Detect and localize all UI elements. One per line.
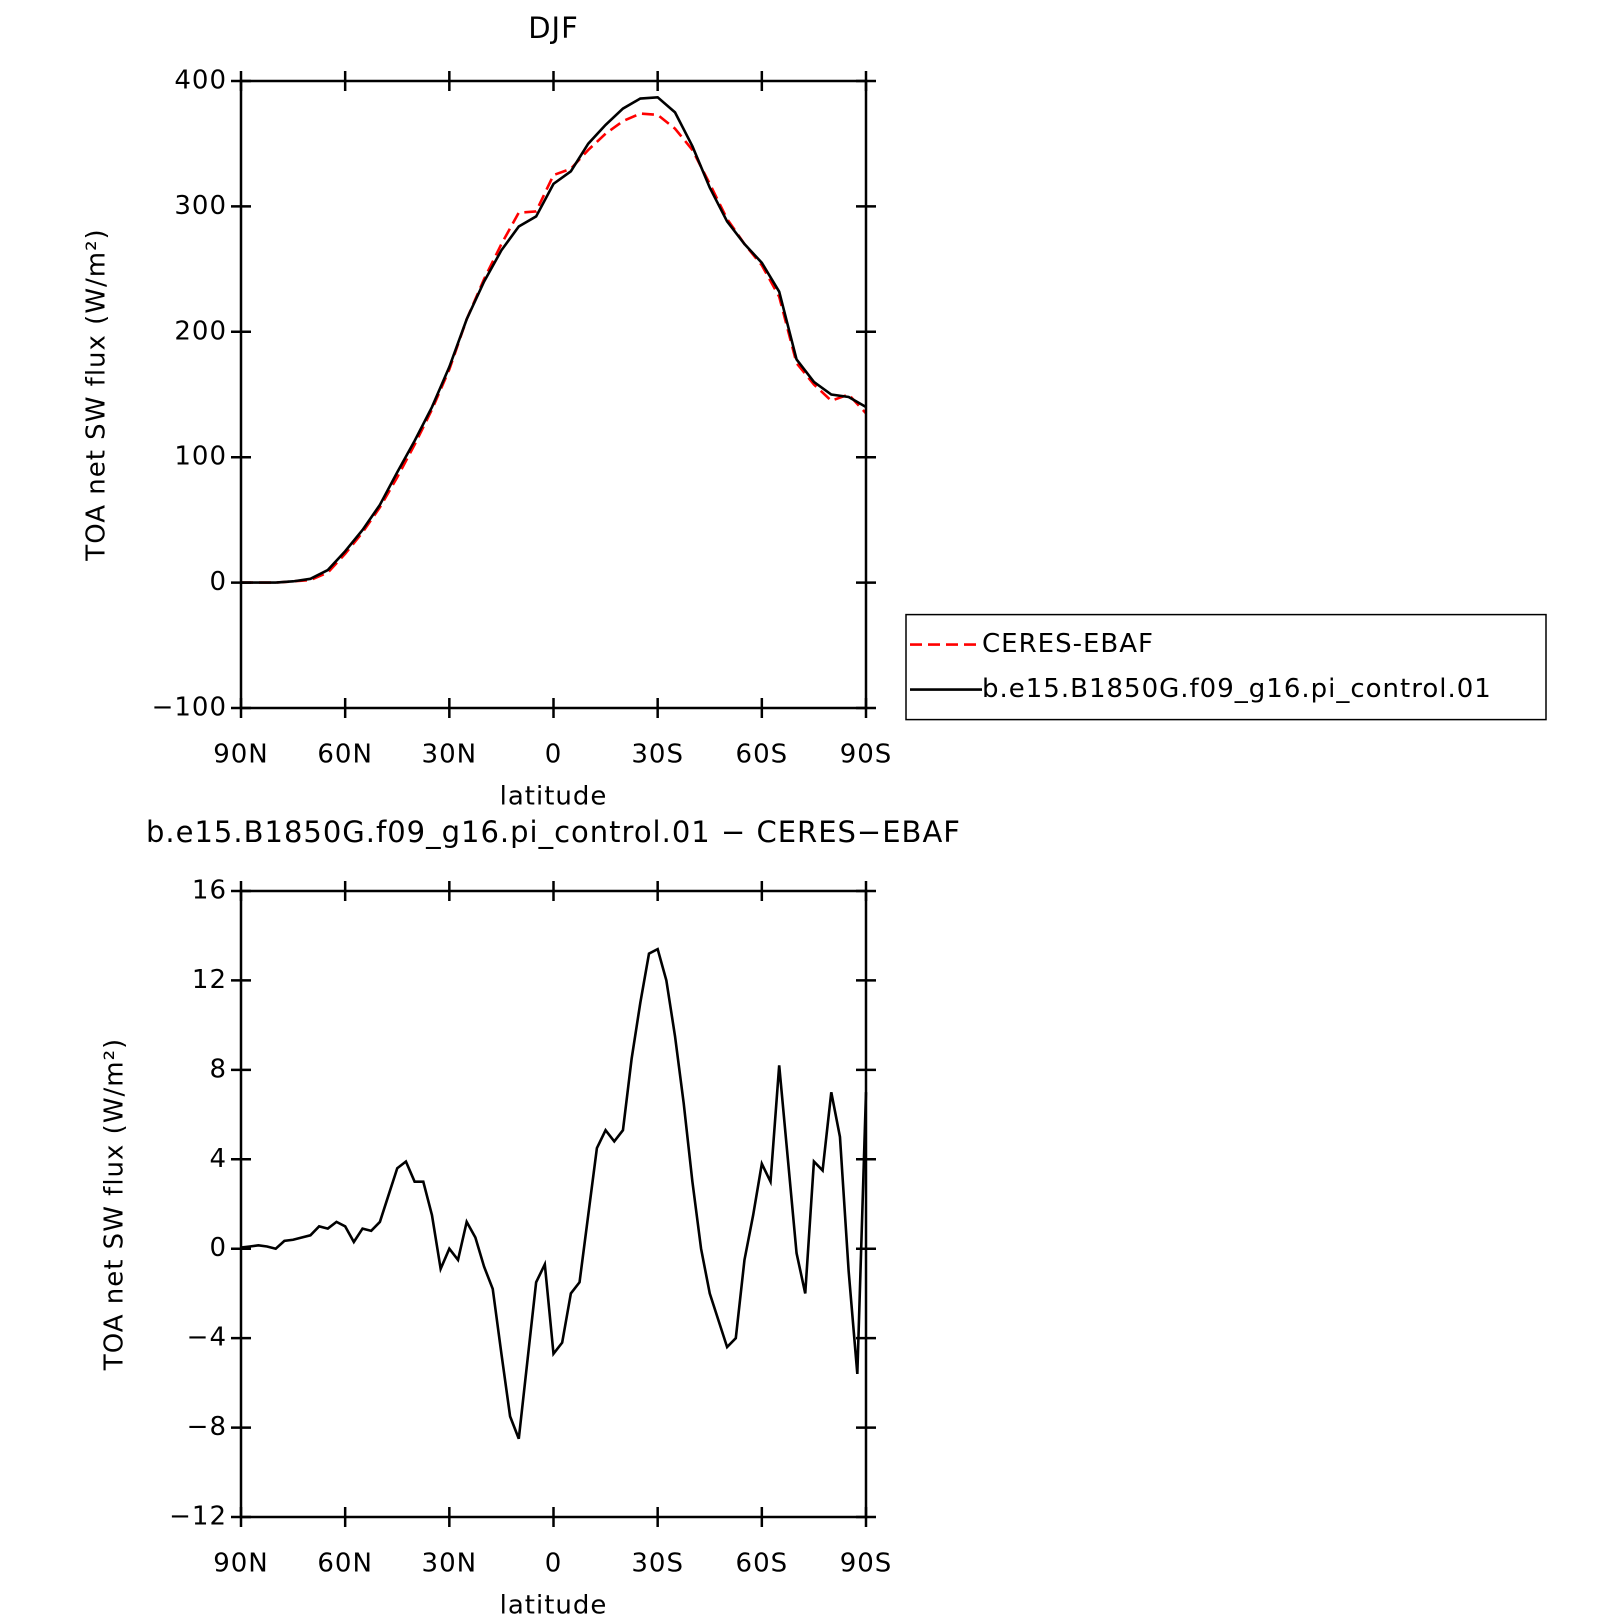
y-tick-label: 12 — [192, 965, 227, 995]
y-tick-label: 400 — [174, 66, 227, 96]
x-tick-label: 30N — [422, 740, 478, 770]
y-tick-label: 100 — [174, 442, 227, 472]
chart-title: b.e15.B1850G.f09_g16.pi_control.01 − CER… — [146, 815, 961, 849]
chart-title: DJF — [528, 11, 579, 45]
y-axis-label: TOA net SW flux (W/m²) — [100, 1038, 130, 1371]
y-tick-label: −12 — [169, 1502, 227, 1532]
x-tick-label: 0 — [545, 1549, 563, 1579]
x-tick-label: 90S — [840, 740, 893, 770]
legend-box — [905, 613, 1547, 721]
y-tick-label: −4 — [187, 1323, 227, 1353]
x-tick-label: 90N — [213, 740, 269, 770]
x-tick-label: 60S — [736, 740, 789, 770]
x-tick-label: 60N — [317, 740, 373, 770]
data-line — [241, 95, 867, 584]
legend-label: CERES-EBAF — [982, 629, 1154, 659]
y-tick-label: 300 — [174, 191, 227, 221]
plot-frame — [239, 889, 868, 1519]
x-tick-label: 0 — [545, 740, 563, 770]
legend-label: b.e15.B1850G.f09_g16.pi_control.01 — [982, 674, 1492, 704]
x-tick-label: 30N — [422, 1549, 478, 1579]
x-axis-label: latitude — [500, 782, 608, 812]
y-tick-label: 0 — [209, 1233, 227, 1263]
x-tick-label: 90N — [213, 1549, 269, 1579]
x-tick-label: 60S — [736, 1549, 789, 1579]
y-tick-label: 200 — [174, 316, 227, 346]
y-tick-label: 0 — [209, 567, 227, 597]
y-tick-label: −8 — [187, 1412, 227, 1442]
x-tick-label: 30S — [631, 740, 684, 770]
y-tick-label: 4 — [209, 1144, 227, 1174]
data-line — [240, 947, 868, 1440]
y-tick-label: −100 — [152, 693, 227, 723]
y-axis-label: TOA net SW flux (W/m²) — [82, 228, 112, 561]
y-tick-label: 16 — [192, 876, 227, 906]
x-tick-label: 30S — [631, 1549, 684, 1579]
x-tick-label: 60N — [317, 1549, 373, 1579]
y-tick-label: 8 — [209, 1054, 227, 1084]
plot-frame — [239, 79, 868, 710]
x-axis-label: latitude — [500, 1591, 608, 1619]
x-tick-label: 90S — [840, 1549, 893, 1579]
